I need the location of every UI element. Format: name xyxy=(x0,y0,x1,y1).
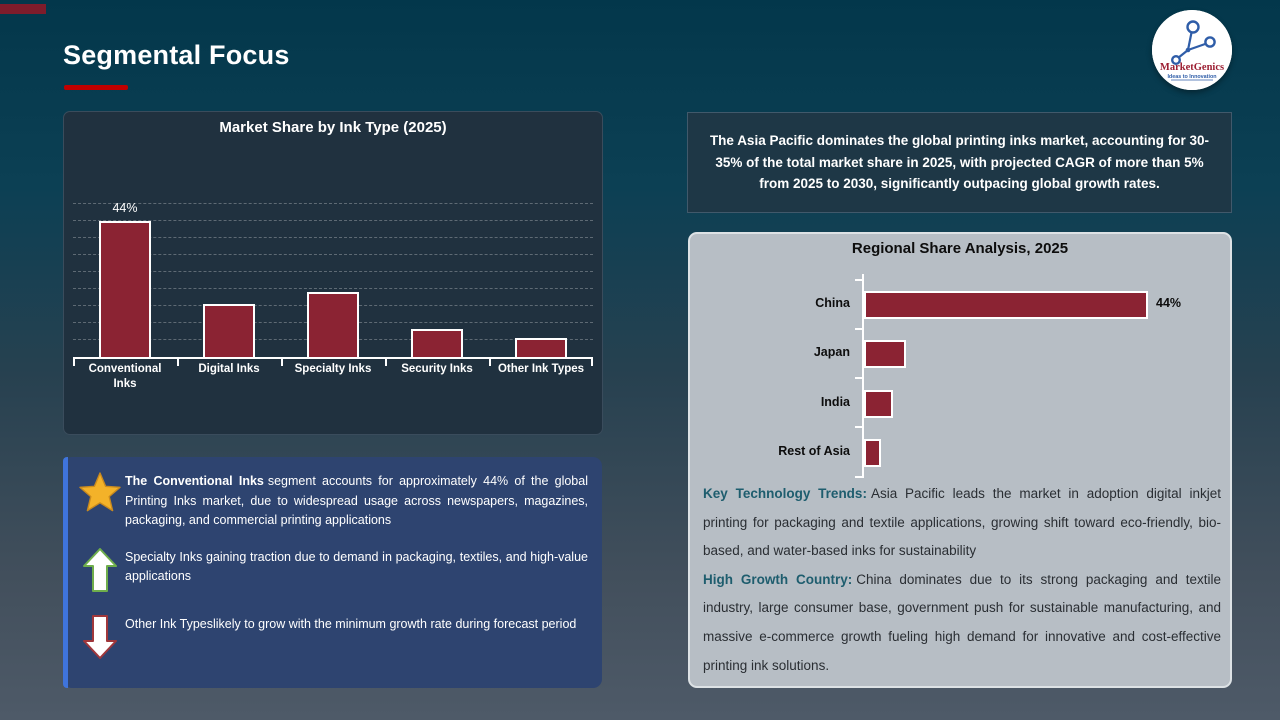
axis-tick xyxy=(591,358,593,366)
note-high-growth: High Growth Country: China dominates due … xyxy=(703,566,1221,680)
bar-japan xyxy=(864,340,907,369)
region-label: India xyxy=(820,394,850,409)
regional-analysis-panel: Regional Share Analysis, 2025 China 44% Ja… xyxy=(688,232,1232,688)
bar-value-label: 44% xyxy=(1156,296,1182,310)
region-label: Rest of Asia xyxy=(778,443,850,458)
region-label: China xyxy=(815,296,850,310)
axis-tick xyxy=(177,358,179,366)
axis-tick xyxy=(855,278,864,281)
gridline xyxy=(73,271,593,272)
category-label: Security Inks xyxy=(401,363,473,375)
bar-specialty-inks xyxy=(307,292,359,357)
category-label: Other Ink Types xyxy=(497,363,585,375)
bar-value-label: 44% xyxy=(112,201,138,215)
title-underline xyxy=(64,85,128,90)
bar-rest-of-asia xyxy=(864,438,881,467)
corner-accent-bar xyxy=(0,4,46,14)
note-text-high-growth: China dominates due to its strong packag… xyxy=(703,571,1221,673)
axis-tick xyxy=(855,327,864,330)
category-label: Specialty Inks xyxy=(294,363,372,375)
insight-lead: The Conventional Inks xyxy=(125,474,264,488)
y-axis-line xyxy=(862,274,864,477)
note-technology-trends: Key Technology Trends: Asia Pacific leads… xyxy=(703,480,1221,566)
logo-tagline: Ideas to Innovation xyxy=(1167,74,1216,80)
axis-tick xyxy=(855,426,864,429)
arrow-up-icon xyxy=(75,547,125,592)
logo-name: MarketGenics xyxy=(1160,62,1224,73)
insight-conventional-text: The Conventional Inks segment accounts fo… xyxy=(125,472,588,531)
axis-tick xyxy=(281,358,283,366)
gridline xyxy=(73,220,593,221)
x-axis-line xyxy=(73,357,593,359)
note-text-technology: Asia Pacific leads the market in adoptio… xyxy=(703,486,1221,559)
gridline xyxy=(73,237,593,238)
category-label: Digital Inks xyxy=(198,363,260,375)
insight-conventional: The Conventional Inks segment accounts fo… xyxy=(75,472,588,531)
ink-type-chart-panel: Market Share by Ink Type (2025) 44% Conv… xyxy=(63,111,603,435)
axis-tick xyxy=(855,475,864,478)
marketgenics-logo: MarketGenics Ideas to Innovation xyxy=(1152,10,1232,90)
category-label: Conventional Inks xyxy=(88,363,162,390)
gridline xyxy=(73,288,593,289)
region-label: Japan xyxy=(813,345,850,360)
asia-pacific-callout-text: The Asia Pacific dominates the global pr… xyxy=(709,133,1210,192)
axis-tick xyxy=(73,358,75,366)
axis-tick xyxy=(489,358,491,366)
page-title: Segmental Focus xyxy=(63,40,290,70)
bar-conventional-inks xyxy=(99,221,151,357)
axis-tick xyxy=(385,358,387,366)
ink-chart-category-labels: Conventional Inks Digital Inks Specialty I… xyxy=(73,362,593,392)
insight-specialty: Specialty Inks gaining traction due to d… xyxy=(75,547,588,592)
bar-india xyxy=(864,389,894,418)
note-label-high-growth: High Growth Country: xyxy=(703,571,853,587)
ink-chart-title: Market Share by Ink Type (2025) xyxy=(219,119,447,136)
asia-pacific-callout: The Asia Pacific dominates the global pr… xyxy=(687,112,1232,213)
star-icon xyxy=(75,472,125,512)
insights-accent-stripe xyxy=(63,457,68,688)
regional-notes: Key Technology Trends: Asia Pacific leads… xyxy=(703,480,1221,680)
bar-other-ink-types xyxy=(515,338,567,357)
molecule-icon: MarketGenics Ideas to Innovation xyxy=(1152,10,1232,90)
region-chart: China 44% Japan India Rest of Asia xyxy=(690,234,1230,484)
gridline xyxy=(73,203,593,204)
ink-chart-plot: 44% xyxy=(73,200,593,366)
bar-digital-inks xyxy=(203,304,255,357)
regional-chart-title: Regional Share Analysis, 2025 xyxy=(851,240,1069,257)
insight-body: segment accounts for approximately 44% o… xyxy=(125,474,588,527)
insight-other-text: Other Ink Typeslikely to grow with the m… xyxy=(125,616,577,631)
bar-security-inks xyxy=(411,329,463,357)
insights-box: The Conventional Inks segment accounts fo… xyxy=(63,457,602,688)
gridline xyxy=(73,254,593,255)
axis-tick xyxy=(855,377,864,380)
insight-other: Other Ink Typeslikely to grow with the m… xyxy=(75,614,588,659)
bar-china xyxy=(864,291,1148,319)
arrow-down-icon xyxy=(75,614,125,659)
note-label-technology: Key Technology Trends: xyxy=(703,486,867,501)
insight-specialty-text: Specialty Inks gaining traction due to d… xyxy=(125,549,588,584)
